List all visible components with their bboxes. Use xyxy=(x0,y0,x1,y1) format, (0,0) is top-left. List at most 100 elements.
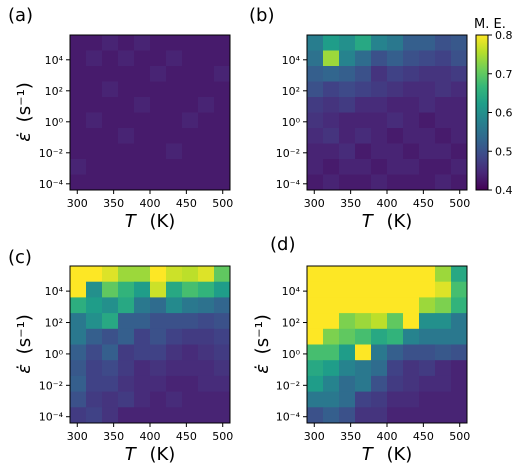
heatmap-cell xyxy=(166,97,183,113)
heatmap-cell xyxy=(86,112,103,129)
heatmap-cell xyxy=(307,97,324,113)
heatmap-cell xyxy=(371,328,388,345)
heatmap-cell xyxy=(403,313,420,330)
heatmap-cell xyxy=(182,66,199,82)
heatmap-cell xyxy=(371,266,388,283)
x-tick-label: 350 xyxy=(103,430,124,443)
heatmap-cell xyxy=(451,66,468,82)
heatmap-cell xyxy=(166,391,183,408)
heatmap-cell xyxy=(150,128,167,144)
y-tick-label: 10⁴ xyxy=(45,285,64,298)
heatmap-cell xyxy=(323,128,340,144)
heatmap-cell xyxy=(387,35,404,51)
heatmap-cell xyxy=(86,391,103,408)
heatmap-cell xyxy=(86,344,103,361)
x-tick-label: 450 xyxy=(413,430,434,443)
heatmap-cell xyxy=(339,66,356,82)
x-tick-label: 400 xyxy=(140,430,161,443)
heatmap-cell xyxy=(198,375,215,392)
colorbar-tick-label: 0.8 xyxy=(495,29,513,42)
heatmap-cell xyxy=(403,360,420,377)
heatmap-cell xyxy=(403,297,420,314)
heatmap-cell xyxy=(182,407,199,424)
heatmap-cell xyxy=(419,159,436,175)
heatmap-cell xyxy=(371,360,388,377)
heatmap-cell xyxy=(451,50,468,67)
heatmap-cell xyxy=(435,128,452,144)
heatmap-cell xyxy=(419,328,436,345)
heatmap-cell xyxy=(451,297,468,314)
heatmap-cell xyxy=(102,375,119,392)
heatmap-cell xyxy=(307,407,324,424)
y-tick-label: 10⁻⁴ xyxy=(39,411,64,424)
panel-c: (c) 300 350 400 450 500 10⁴ 10² 10⁰ 10⁻² 10⁻⁴ T (… xyxy=(8,247,233,465)
heatmap-cell xyxy=(355,375,372,392)
heatmap-cell xyxy=(307,266,324,283)
heatmap-cell xyxy=(118,35,135,51)
heatmap-cell xyxy=(166,112,183,129)
heatmap-cell xyxy=(150,143,167,160)
heatmap-cell xyxy=(323,360,340,377)
heatmap-cell xyxy=(307,281,324,298)
heatmap-cell xyxy=(355,143,372,160)
heatmap-cell xyxy=(323,328,340,345)
heatmap-cell xyxy=(166,35,183,51)
heatmap-cell xyxy=(102,297,119,314)
heatmap-cell xyxy=(102,360,119,377)
heatmap-cell xyxy=(198,328,215,345)
panel-a-ylabel: ε̇ (s⁻¹) xyxy=(14,82,35,142)
heatmap-cell xyxy=(214,266,231,283)
heatmap-cell xyxy=(355,313,372,330)
heatmap-cell xyxy=(150,344,167,361)
heatmap-cell xyxy=(323,375,340,392)
y-tick-label: 10⁴ xyxy=(45,54,64,67)
heatmap-cell xyxy=(371,391,388,408)
heatmap-cell xyxy=(339,328,356,345)
x-tick-label: 400 xyxy=(377,430,398,443)
heatmap-cell xyxy=(387,391,404,408)
heatmap-cell xyxy=(339,313,356,330)
heatmap-cell xyxy=(86,297,103,314)
heatmap-cell xyxy=(307,66,324,82)
heatmap-cell xyxy=(198,97,215,113)
heatmap-cell xyxy=(419,143,436,160)
heatmap-cell xyxy=(134,50,151,67)
x-tick-label: 350 xyxy=(340,197,361,210)
heatmap-cell xyxy=(118,360,135,377)
heatmap-cell xyxy=(198,128,215,144)
colorbar-tick-label: 0.6 xyxy=(495,107,513,120)
panel-a-ylabel-unit: (s⁻¹) xyxy=(14,82,35,122)
y-tick-label: 10⁻⁴ xyxy=(276,411,301,424)
heatmap-cell xyxy=(451,35,468,51)
heatmap-cell xyxy=(182,143,199,160)
heatmap-cell xyxy=(166,407,183,424)
heatmap-cell xyxy=(150,297,167,314)
heatmap-cell xyxy=(403,97,420,113)
heatmap-cell xyxy=(451,159,468,175)
heatmap-cell xyxy=(403,81,420,98)
heatmap-cell xyxy=(419,297,436,314)
heatmap-cell xyxy=(387,159,404,175)
heatmap-cell xyxy=(435,391,452,408)
heatmap-cell xyxy=(355,112,372,129)
heatmap-cell xyxy=(387,313,404,330)
heatmap-cell xyxy=(102,81,119,98)
heatmap-cell xyxy=(355,328,372,345)
panel-b-ticks: 300 350 400 450 500 10⁴ 10² 10⁰ 10⁻² 10⁻⁴ xyxy=(276,54,470,210)
heatmap-cell xyxy=(214,344,231,361)
heatmap-cell xyxy=(182,50,199,67)
heatmap-cell xyxy=(166,344,183,361)
y-tick-label: 10⁻⁴ xyxy=(276,178,301,191)
heatmap-cell xyxy=(355,50,372,67)
heatmap-cell xyxy=(182,328,199,345)
heatmap-cell xyxy=(323,50,340,67)
heatmap-cell xyxy=(182,35,199,51)
panel-d-ylabel-var: ε̇ xyxy=(252,364,273,374)
y-tick-label: 10⁻² xyxy=(276,379,300,392)
panel-a-label: (a) xyxy=(8,5,33,26)
heatmap-cell xyxy=(323,66,340,82)
panel-d-cells xyxy=(307,266,468,424)
heatmap-cell xyxy=(150,66,167,82)
heatmap-cell xyxy=(70,143,87,160)
heatmap-cell xyxy=(355,391,372,408)
